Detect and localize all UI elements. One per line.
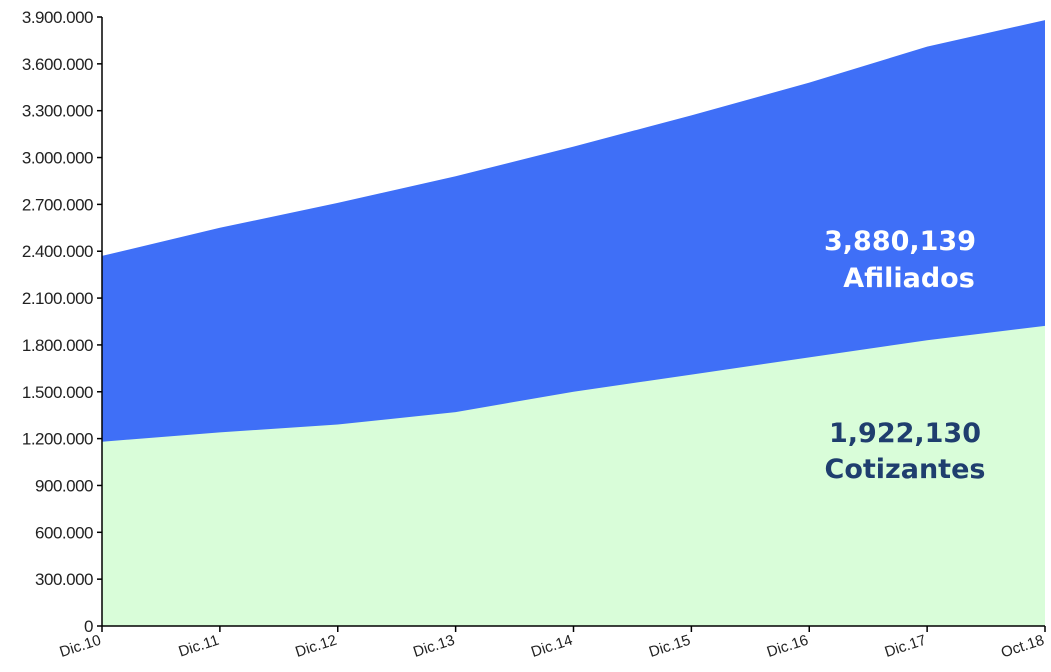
y-tick-label: 300.000: [35, 570, 93, 589]
x-ticks: Dic.10 Dic.11 Dic.12 Dic.13 Dic.14 Dic.15 Dic.…: [58, 626, 1046, 662]
x-tick-label: Dic.16: [765, 632, 811, 661]
y-tick-label: 3.600.000: [22, 55, 93, 74]
annotations: 3,880,139 Afiliados 1,922,130 Cotizantes: [824, 226, 986, 485]
y-tick-label: 0: [84, 617, 93, 636]
y-tick-label: 2.700.000: [22, 195, 93, 214]
y-tick-label: 3.300.000: [22, 102, 93, 121]
y-tick-label: 3.900.000: [22, 8, 93, 27]
y-tick-label: 3.000.000: [22, 149, 93, 168]
x-tick-label: Dic.10: [58, 632, 104, 661]
y-tick-label: 600.000: [35, 523, 93, 542]
axes: 0 300.000 600.000 900.000 1.200.000 1.500.000…: [22, 8, 1046, 661]
y-tick-label: 900.000: [35, 476, 93, 495]
x-tick-label: Oct.18: [999, 632, 1046, 662]
afiliados-value-label: 3,880,139: [824, 226, 976, 257]
y-tick-label: 2.400.000: [22, 242, 93, 261]
x-tick-label: Dic.14: [529, 632, 575, 661]
y-tick-label: 1.200.000: [22, 430, 93, 449]
y-tick-label: 1.800.000: [22, 336, 93, 355]
cotizantes-name-label: Cotizantes: [825, 454, 986, 485]
x-tick-label: Dic.12: [293, 632, 339, 661]
y-ticks: 0 300.000 600.000 900.000 1.200.000 1.500.000…: [22, 8, 102, 636]
afiliados-name-label: Afiliados: [843, 263, 975, 294]
x-tick-label: Dic.11: [176, 632, 221, 661]
y-tick-label: 1.500.000: [22, 383, 93, 402]
x-tick-label: Dic.15: [647, 632, 693, 661]
y-tick-label: 2.100.000: [22, 289, 93, 308]
areas: [102, 20, 1045, 627]
x-tick-label: Dic.13: [411, 632, 457, 661]
cotizantes-value-label: 1,922,130: [829, 418, 981, 449]
x-tick-label: Dic.17: [883, 632, 929, 661]
area-cotizantes: [102, 325, 1045, 626]
